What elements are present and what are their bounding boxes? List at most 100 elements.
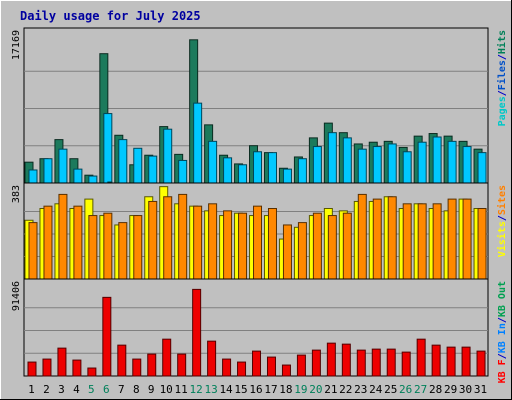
bar-bottom-kb-f-day-29: [446, 346, 456, 377]
bar-top-files-day-18: [282, 168, 292, 184]
bar-bottom-kb-f-day-25: [386, 348, 396, 377]
bar-middle-sites-day-17: [267, 208, 277, 280]
x-tick-label-day-3: 3: [58, 383, 65, 396]
x-tick-label-day-4: 4: [73, 383, 80, 396]
panel-bottom-axis-label-part-0: KB F: [497, 359, 508, 383]
bar-top-files-day-28: [432, 136, 442, 184]
bar-top-files-day-29: [447, 140, 457, 184]
bar-bottom-kb-f-day-17: [266, 356, 276, 377]
panel-bottom-axis-label-part-3: /: [497, 317, 508, 323]
panel-middle: 383 Visits/Sites: [11, 182, 508, 280]
panel-top-axis-label: Pages/Files/Hits: [496, 30, 508, 126]
bar-top-files-day-10: [163, 128, 173, 184]
bar-middle-sites-day-15: [238, 212, 248, 280]
bar-bottom-kb-f-day-15: [237, 361, 247, 377]
bar-middle-sites-day-22: [342, 212, 352, 280]
bar-bottom-kb-f-day-5: [87, 367, 97, 377]
x-tick-label-day-27: 27: [414, 383, 427, 396]
bar-bottom-kb-f-day-12: [192, 288, 202, 377]
chart-panels: 17169Pages/Files/Hits383Visits/Sites9140…: [11, 27, 508, 383]
x-axis-labels: 1 2 3 4 5 6 7 8 9 10 11 12 13 14 15 16 17 18 19 20 21 22 23 24 2…: [28, 383, 487, 396]
bar-middle-sites-day-4: [73, 205, 83, 280]
bar-bottom-kb-f-day-9: [147, 353, 157, 377]
bar-bottom-kb-f-day-22: [341, 343, 351, 377]
x-tick-label-day-19: 19: [294, 383, 307, 396]
x-tick-label-day-24: 24: [369, 383, 383, 396]
panel-top-scale-label: 17169: [11, 30, 22, 60]
panel-top: 17169 Pages/Files/Hits: [11, 27, 508, 184]
bar-middle-sites-day-6: [103, 212, 113, 280]
bar-top-files-day-4: [73, 168, 83, 184]
chart-title: Daily usage for July 2025: [20, 9, 201, 23]
bar-middle-sites-day-19: [297, 222, 307, 280]
bar-top-files-day-30: [462, 146, 472, 184]
bar-top-files-day-9: [148, 155, 158, 184]
bar-top-files-day-26: [402, 151, 412, 184]
bar-middle-sites-day-14: [223, 210, 233, 280]
panel-top-axis-label-part-2: Files: [496, 60, 508, 90]
panel-top-axis-label-part-4: Hits: [496, 30, 508, 54]
bar-top-files-day-31: [477, 152, 487, 184]
panel-middle-axis-label-part-0: Visits: [496, 221, 508, 257]
x-tick-label-day-29: 29: [444, 383, 457, 396]
bar-middle-sites-day-23: [357, 193, 367, 280]
panel-top-axis-label-part-3: /: [497, 54, 508, 60]
x-tick-label-day-6: 6: [103, 383, 110, 396]
bar-bottom-kb-f-day-26: [401, 351, 411, 377]
bar-bottom-kb-f-day-18: [281, 364, 291, 377]
bar-top-files-day-23: [357, 148, 367, 184]
panel-middle-scale-label: 383: [11, 185, 22, 203]
bar-top-files-day-3: [58, 148, 68, 184]
bar-middle-sites-day-31: [477, 208, 487, 280]
bar-middle-sites-day-3: [58, 193, 68, 280]
bar-bottom-kb-f-day-14: [222, 358, 232, 377]
bar-top-files-day-12: [193, 102, 203, 184]
bar-middle-sites-day-5: [88, 215, 98, 280]
bar-bottom-kb-f-day-3: [57, 347, 67, 377]
x-tick-label-day-7: 7: [118, 383, 125, 396]
panel-middle-axis-label-part-2: Sites: [496, 185, 508, 215]
x-tick-label-day-30: 30: [459, 383, 472, 396]
bar-middle-sites-day-30: [462, 198, 472, 280]
x-tick-label-day-22: 22: [339, 383, 352, 396]
panel-top-axis-label-part-1: /: [497, 90, 508, 96]
bar-middle-sites-day-25: [387, 196, 397, 280]
bar-bottom-kb-f-day-21: [326, 342, 336, 377]
panel-top-series-files: [28, 102, 487, 184]
bar-middle-sites-day-21: [327, 215, 337, 280]
bar-top-files-day-11: [178, 159, 188, 184]
x-tick-label-day-23: 23: [354, 383, 367, 396]
panel-bottom-axis-label-part-2: KB In: [497, 323, 508, 353]
bar-middle-sites-day-2: [43, 205, 53, 280]
x-tick-label-day-25: 25: [384, 383, 397, 396]
panel-bottom-axis-label-part-1: /: [497, 353, 508, 359]
bar-middle-sites-day-11: [178, 193, 188, 280]
x-tick-label-day-10: 10: [160, 383, 173, 396]
x-tick-label-day-18: 18: [279, 383, 292, 396]
bar-top-files-day-22: [342, 137, 352, 184]
x-tick-label-day-21: 21: [324, 383, 337, 396]
bar-bottom-kb-f-day-11: [177, 353, 187, 377]
bar-top-files-day-16: [253, 151, 263, 184]
bar-middle-sites-day-9: [148, 200, 158, 280]
bar-top-files-day-24: [372, 146, 382, 184]
bar-top-files-day-15: [238, 164, 248, 184]
bar-top-files-day-2: [43, 158, 53, 184]
bar-middle-sites-day-28: [432, 203, 442, 280]
x-tick-label-day-9: 9: [148, 383, 155, 396]
bar-middle-sites-day-29: [447, 198, 457, 280]
bar-bottom-kb-f-day-1: [27, 361, 37, 377]
x-tick-label-day-14: 14: [219, 383, 233, 396]
bar-bottom-kb-f-day-10: [162, 338, 172, 377]
bar-top-files-day-7: [118, 139, 128, 184]
bar-bottom-kb-f-day-31: [476, 350, 486, 377]
bar-top-files-day-8: [133, 147, 143, 184]
panel-bottom-axis-label: KB F/KB In/KB Out: [497, 281, 508, 383]
bar-top-files-day-13: [208, 140, 218, 184]
bar-middle-sites-day-10: [163, 196, 173, 280]
bar-bottom-kb-f-day-20: [311, 349, 321, 377]
bar-top-files-day-27: [417, 141, 427, 184]
bar-top-files-day-1: [28, 169, 38, 184]
x-tick-label-day-16: 16: [249, 383, 262, 396]
